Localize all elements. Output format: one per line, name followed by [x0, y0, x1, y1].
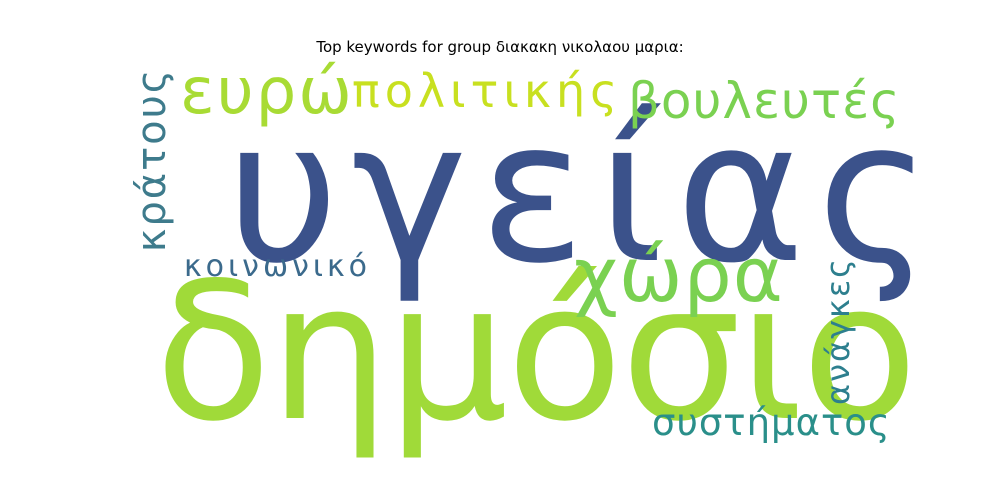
word-kratous: κράτους	[129, 67, 175, 253]
word-koinoniko: κοινωνικό	[184, 249, 372, 284]
word-anagkes: ανάγκες	[819, 257, 857, 405]
word-xora: χώρα	[574, 230, 784, 319]
word-vouleutes: βουλευτές	[628, 72, 901, 130]
word-evro: ευρώ	[180, 55, 354, 129]
word-ugeias: υγείας	[226, 79, 944, 307]
word-dimosio: δημόσιο	[155, 242, 918, 463]
word-systimatos: συστήματος	[652, 401, 891, 444]
figure-title: Top keywords for group διακακη νικολαου …	[316, 38, 684, 56]
word-politikis: πολιτικής	[352, 64, 623, 118]
